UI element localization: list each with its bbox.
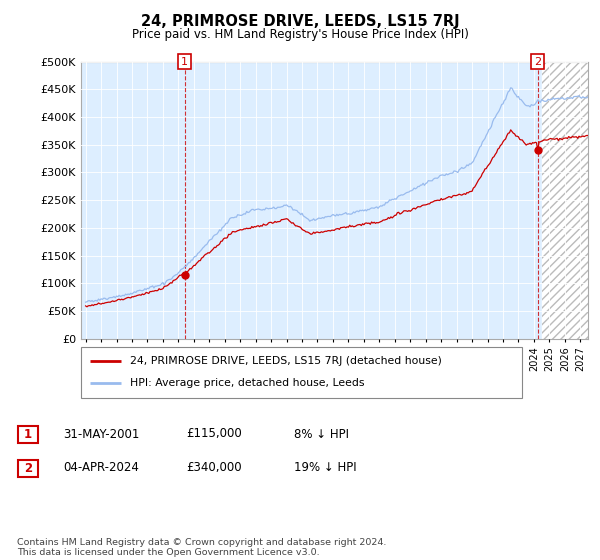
FancyBboxPatch shape — [18, 460, 38, 477]
FancyBboxPatch shape — [81, 347, 522, 398]
Text: HPI: Average price, detached house, Leeds: HPI: Average price, detached house, Leed… — [130, 379, 364, 389]
FancyBboxPatch shape — [18, 426, 38, 443]
Text: 1: 1 — [181, 57, 188, 67]
Bar — [542, 62, 596, 339]
Text: £340,000: £340,000 — [186, 461, 242, 474]
Text: £115,000: £115,000 — [186, 427, 242, 441]
Text: 1: 1 — [24, 428, 32, 441]
Text: Contains HM Land Registry data © Crown copyright and database right 2024.
This d: Contains HM Land Registry data © Crown c… — [17, 538, 386, 557]
Text: 19% ↓ HPI: 19% ↓ HPI — [294, 461, 356, 474]
Text: 2: 2 — [534, 57, 541, 67]
Text: Price paid vs. HM Land Registry's House Price Index (HPI): Price paid vs. HM Land Registry's House … — [131, 28, 469, 41]
Text: 8% ↓ HPI: 8% ↓ HPI — [294, 427, 349, 441]
Text: 04-APR-2024: 04-APR-2024 — [63, 461, 139, 474]
Text: 31-MAY-2001: 31-MAY-2001 — [63, 427, 139, 441]
Text: 2: 2 — [24, 461, 32, 475]
Bar — [542, 62, 596, 339]
Text: 24, PRIMROSE DRIVE, LEEDS, LS15 7RJ: 24, PRIMROSE DRIVE, LEEDS, LS15 7RJ — [140, 14, 460, 29]
Text: 24, PRIMROSE DRIVE, LEEDS, LS15 7RJ (detached house): 24, PRIMROSE DRIVE, LEEDS, LS15 7RJ (det… — [130, 356, 442, 366]
